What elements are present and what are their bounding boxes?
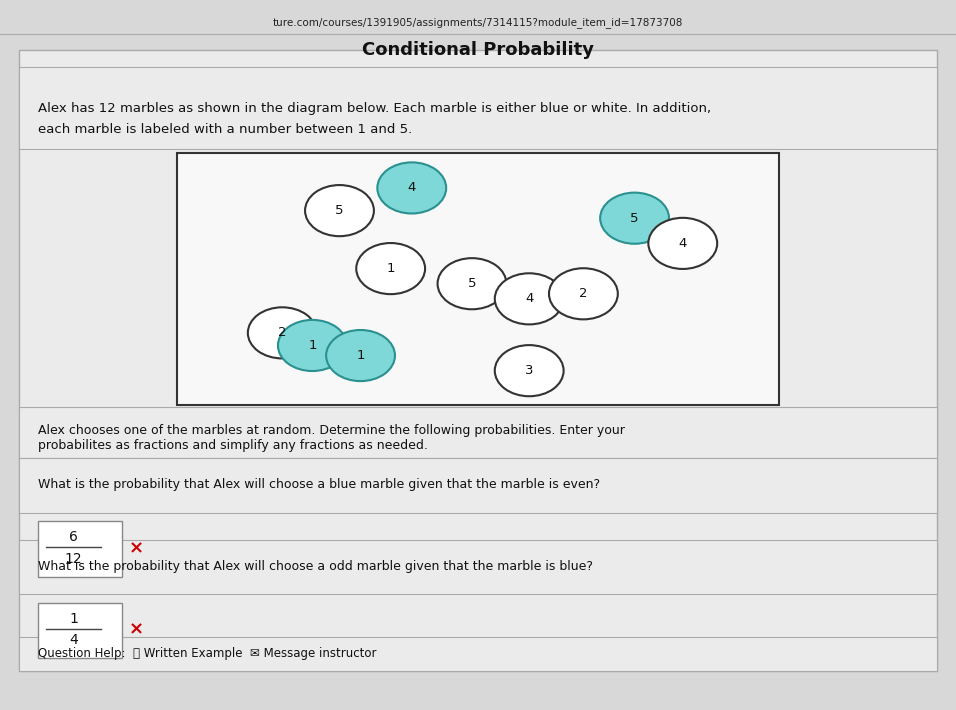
FancyBboxPatch shape [19,458,937,513]
Text: 4: 4 [69,633,78,648]
Text: 1: 1 [308,339,316,352]
Text: 5: 5 [467,277,476,290]
Text: 1: 1 [357,349,365,362]
Text: 2: 2 [579,288,588,300]
Text: 3: 3 [525,364,533,377]
FancyBboxPatch shape [38,521,122,577]
Text: 4: 4 [525,293,533,305]
FancyBboxPatch shape [19,407,937,458]
Text: 6: 6 [69,530,78,545]
Text: 1: 1 [69,612,78,626]
Circle shape [248,307,316,359]
Text: ture.com/courses/1391905/assignments/7314115?module_item_id=17873708: ture.com/courses/1391905/assignments/731… [272,17,684,28]
Circle shape [438,258,507,310]
FancyBboxPatch shape [19,540,937,594]
Text: Alex chooses one of the marbles at random. Determine the following probabilities: Alex chooses one of the marbles at rando… [38,425,625,437]
Circle shape [600,192,669,244]
Circle shape [357,243,425,294]
FancyBboxPatch shape [177,153,779,405]
Text: What is the probability that Alex will choose a odd marble given that the marble: What is the probability that Alex will c… [38,560,594,573]
Text: 1: 1 [386,262,395,275]
Text: Question Help:  📄 Written Example  ✉ Message instructor: Question Help: 📄 Written Example ✉ Messa… [38,648,377,660]
Circle shape [305,185,374,236]
Text: ×: × [129,539,144,557]
Text: 2: 2 [278,327,287,339]
Text: What is the probability that Alex will choose a blue marble given that the marbl: What is the probability that Alex will c… [38,479,600,491]
Text: Alex has 12 marbles as shown in the diagram below. Each marble is either blue or: Alex has 12 marbles as shown in the diag… [38,102,711,115]
Text: ×: × [129,621,144,639]
FancyBboxPatch shape [19,637,937,671]
Text: 5: 5 [336,204,344,217]
Circle shape [495,273,564,324]
Text: each marble is labeled with a number between 1 and 5.: each marble is labeled with a number bet… [38,123,412,136]
Text: probabilites as fractions and simplify any fractions as needed.: probabilites as fractions and simplify a… [38,439,428,452]
Circle shape [549,268,618,320]
FancyBboxPatch shape [19,50,937,671]
Text: 5: 5 [630,212,639,224]
Circle shape [648,218,717,269]
Text: Conditional Probability: Conditional Probability [362,40,594,59]
Circle shape [326,330,395,381]
FancyBboxPatch shape [38,603,122,658]
Text: 4: 4 [679,237,687,250]
FancyBboxPatch shape [19,67,937,149]
Circle shape [278,320,347,371]
Text: 12: 12 [65,552,82,566]
Circle shape [378,163,446,214]
Circle shape [495,345,564,396]
Text: 4: 4 [407,182,416,195]
